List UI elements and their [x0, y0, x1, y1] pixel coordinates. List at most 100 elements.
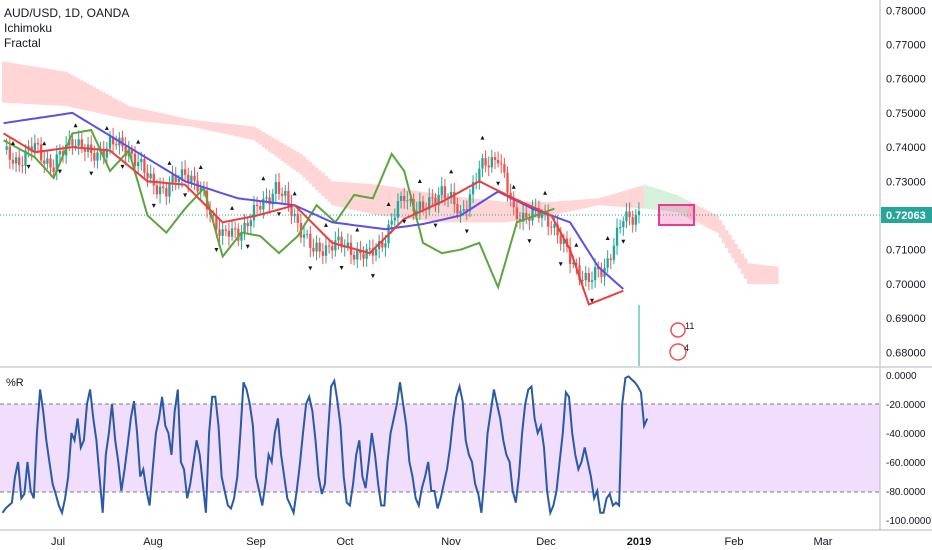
candle-body	[578, 265, 581, 280]
cloud-segment	[386, 186, 391, 217]
candle-body	[362, 253, 365, 259]
cloud-segment	[509, 201, 513, 222]
candle-body	[152, 173, 155, 186]
wr-tick-1: -20.0000	[886, 400, 926, 411]
candle-body	[312, 247, 315, 252]
candle-body	[230, 228, 234, 237]
candle-body	[277, 182, 281, 194]
candle-body	[280, 193, 284, 196]
kijun-line	[3, 111, 624, 290]
candle-body	[71, 139, 74, 146]
chart-legend: AUD/USD, 1D, OANDA Ichimoku Fractal	[4, 6, 129, 51]
wr-tick-0: 0.0000	[886, 371, 917, 382]
fractal-up	[136, 139, 141, 144]
cloud-segment	[559, 201, 563, 214]
candle-body	[165, 188, 168, 197]
cloud-segment	[58, 70, 62, 106]
cloud-segment	[684, 199, 688, 217]
candle-body	[255, 204, 259, 207]
price-tick-8: 0.70000	[886, 279, 926, 291]
candle-body	[637, 211, 641, 215]
cloud-segment	[377, 184, 382, 216]
cloud-segment	[699, 207, 704, 225]
candle-body	[168, 183, 171, 197]
williams-r-panel[interactable]: 0.0000 -20.0000 -40.0000 -60.0000 -80.0000 -1…	[0, 367, 931, 530]
chikou-line	[3, 128, 555, 291]
candle-body	[600, 269, 603, 277]
candle-body	[96, 152, 99, 161]
cloud-segment	[280, 142, 284, 161]
cloud-segment	[574, 199, 579, 211]
candle-body	[105, 148, 109, 158]
cloud-segment	[64, 71, 69, 107]
cloud-segment	[189, 119, 194, 127]
candle-body	[462, 209, 465, 211]
candle-body	[199, 187, 202, 192]
candle-body	[334, 240, 337, 251]
candle-body	[306, 233, 309, 235]
cloud-segment	[562, 200, 566, 213]
cloud-segment	[599, 197, 604, 206]
indicator-fractal[interactable]: Fractal	[4, 36, 41, 50]
candle-body	[124, 146, 127, 157]
candle-body	[143, 159, 146, 173]
cloud-segment	[67, 73, 72, 107]
fractal-down	[339, 265, 344, 270]
cloud-segment	[646, 185, 651, 209]
candle-body	[506, 172, 509, 193]
price-tick-3: 0.75000	[886, 108, 926, 120]
cloud-segment	[308, 162, 313, 184]
candle-body	[240, 233, 243, 241]
time-tick-1: Aug	[143, 536, 163, 548]
candle-body	[481, 158, 484, 169]
cloud-segment	[596, 198, 601, 206]
cloud-segment	[83, 82, 87, 111]
time-tick-5: Dec	[536, 536, 556, 548]
price-panel[interactable]: 11 4	[0, 61, 880, 366]
cloud-segment	[336, 181, 341, 207]
cloud-segment	[180, 117, 184, 126]
candle-body	[46, 158, 49, 164]
candle-body	[496, 159, 500, 164]
candle-body	[246, 222, 249, 227]
candle-body	[622, 221, 625, 228]
cloud-segment	[440, 194, 444, 223]
candle-body	[365, 248, 368, 259]
event-flag-2[interactable]: 4	[669, 343, 689, 361]
candle-body	[30, 146, 33, 152]
indicator-ichimoku[interactable]: Ichimoku	[4, 21, 53, 35]
highlight-box[interactable]	[658, 204, 695, 226]
cloud-segment	[324, 175, 328, 200]
candle-body	[136, 162, 140, 167]
cloud-segment	[192, 120, 197, 128]
fractal-up	[511, 184, 516, 189]
cloud-segment	[759, 264, 763, 284]
event-flag-1[interactable]: 11	[670, 321, 694, 338]
cloud-segment	[662, 190, 666, 211]
candle-body	[418, 201, 422, 211]
candle-body	[284, 190, 287, 196]
price-axis[interactable]: 0.78000 0.77000 0.76000 0.75000 0.74000 0.730…	[879, 0, 932, 366]
cloud-segment	[48, 69, 53, 106]
cloud-segment	[340, 181, 344, 208]
candle-body	[374, 249, 378, 256]
symbol-title[interactable]: AUD/USD, 1D, OANDA	[4, 6, 130, 20]
candle-body	[512, 199, 515, 208]
candle-body	[21, 165, 24, 167]
cloud-segment	[299, 153, 303, 175]
last-price-badge: 0.72063	[881, 207, 932, 223]
price-axis-ticks: 0.78000 0.77000 0.76000 0.75000 0.74000 0.730…	[886, 5, 926, 359]
cloud-segment	[14, 63, 18, 104]
wr-panel-label[interactable]: %R	[6, 377, 24, 389]
candle-body	[584, 273, 587, 281]
cloud-segment	[743, 258, 748, 279]
cloud-segment	[593, 198, 597, 206]
cloud-segment	[327, 178, 331, 203]
cloud-segment	[205, 121, 209, 130]
time-axis[interactable]: Jul Aug Sep Oct Nov Dec 2019 Feb Mar	[0, 529, 932, 548]
fractal-up	[42, 141, 47, 146]
candle-body	[619, 227, 622, 229]
cloud-segment	[771, 266, 776, 284]
candle-body	[556, 224, 559, 236]
